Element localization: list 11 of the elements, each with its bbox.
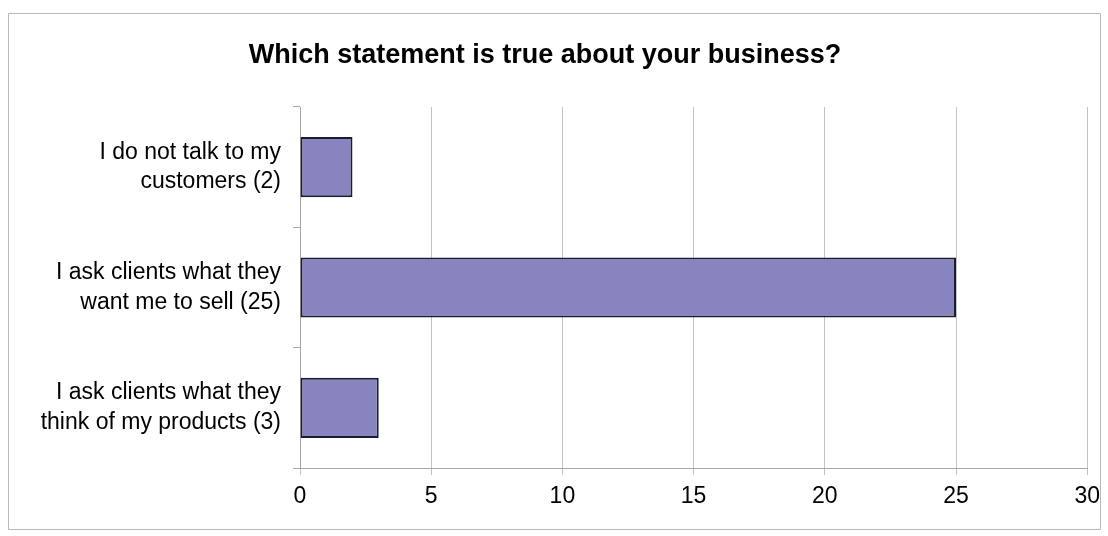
x-tick-label: 5 [424,482,438,509]
y-tick-label: I ask clients what they want me to sell (25) [56,257,282,314]
chart-title: Which statement is true about your business? [248,38,842,69]
x-tick-label: 10 [549,482,576,509]
x-tick-label: 20 [812,482,838,509]
x-tick-label: 0 [293,482,307,509]
y-tick-label: I ask clients what they think of my products (3) [40,378,282,435]
y-tick-label: I do not talk to my customers (2) [99,137,282,194]
x-tick-label: 25 [943,482,969,509]
x-tick-label: 15 [680,482,707,509]
x-tick-label: 30 [1074,482,1101,509]
